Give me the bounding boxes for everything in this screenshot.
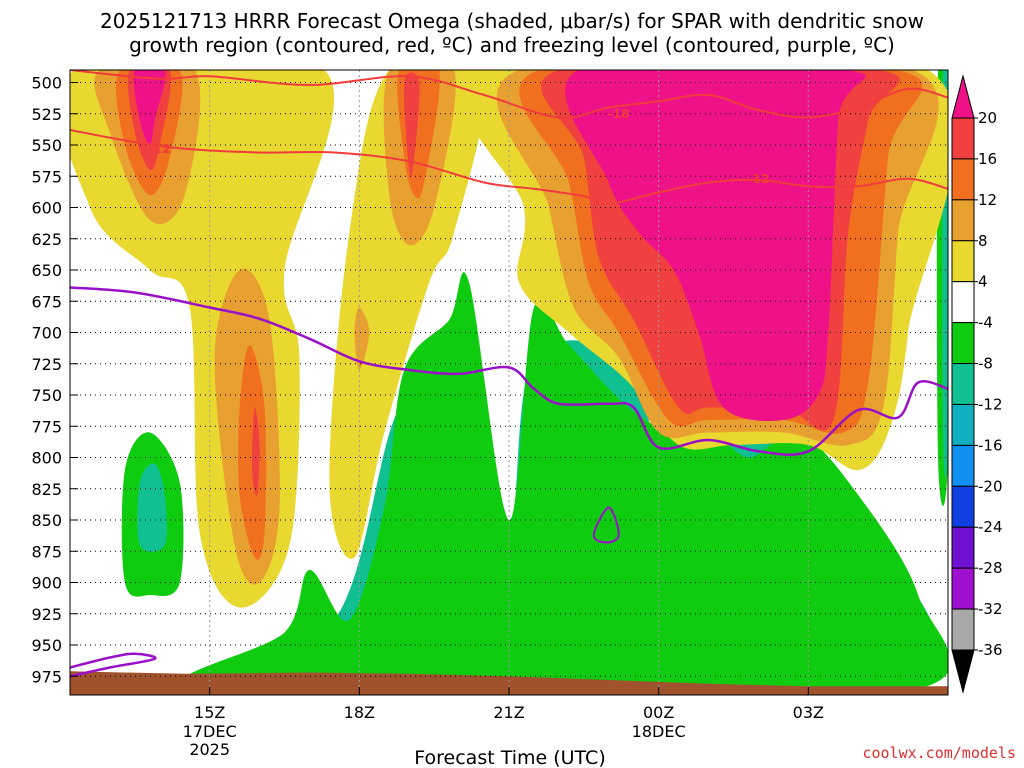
y-tick-label-750: 750 — [31, 386, 62, 405]
colorbar-box-13 — [951, 608, 975, 651]
colorbar-box-5 — [951, 281, 975, 324]
chart-title-line1: 2025121713 HRRR Forecast Omega (shaded, … — [100, 9, 924, 33]
colorbar-label-5: -4 — [978, 314, 993, 332]
contour-label-1: -12 — [149, 142, 171, 156]
y-axis: 500 525 550 575 600 625 650 675 700 725 750 775 800 8… — [31, 74, 78, 686]
colorbar-box-8 — [951, 403, 975, 446]
colorbar-box-3 — [951, 199, 975, 242]
x-tick-date-15Z: 17DEC — [183, 722, 237, 741]
y-tick-label-875: 875 — [31, 542, 62, 561]
omega-region-descent-gold-18z-small — [354, 307, 370, 370]
colorbar-label-13: -36 — [978, 641, 1003, 659]
x-tick-label-21Z: 21Z — [493, 703, 524, 722]
colorbar: 20 16 12 8 4 -4 -8 -12 -16 -20 -24 -28 -32 -36 — [951, 74, 1003, 694]
y-tick-label-650: 650 — [31, 261, 62, 280]
y-tick-label-950: 950 — [31, 636, 62, 655]
y-tick-label-925: 925 — [31, 605, 62, 624]
colorbar-label-7: -12 — [978, 395, 1003, 413]
x-tick-year-15Z: 2025 — [189, 740, 230, 759]
credit-text: coolwx.com/models — [862, 744, 1016, 762]
x-tick-date-00Z: 18DEC — [632, 722, 686, 741]
y-tick-label-975: 975 — [31, 667, 62, 686]
contours: -18 -12 -12 — [70, 70, 948, 678]
omega-region-descent-yellow-19z — [329, 70, 487, 559]
colorbar-label-11: -28 — [978, 559, 1003, 577]
colorbar-box-10 — [951, 485, 975, 528]
y-tick-label-700: 700 — [31, 324, 62, 343]
colorbar-box-2 — [951, 158, 975, 201]
omega-region-descent-red-15z — [252, 407, 260, 496]
red-contour-upper — [70, 70, 948, 119]
freezing-level-cell — [592, 506, 620, 544]
omega-region-descent-red-19z — [403, 72, 420, 176]
colorbar-box-6 — [951, 322, 975, 365]
colorbar-box-12 — [951, 567, 975, 610]
colorbar-label-12: -32 — [978, 600, 1003, 618]
colorbar-label-3: 8 — [978, 232, 988, 250]
colorbar-label-9: -20 — [978, 477, 1003, 495]
omega-region-ascent-green — [182, 272, 948, 695]
y-tick-label-825: 825 — [31, 480, 62, 499]
y-tick-label-575: 575 — [31, 167, 62, 186]
colorbar-label-8: -16 — [978, 436, 1003, 454]
omega-region-descent-magenta-main — [565, 70, 866, 421]
red-contour-lower — [70, 129, 948, 205]
y-tick-label-800: 800 — [31, 449, 62, 468]
omega-region-west-aqua-cell — [137, 463, 168, 553]
y-tick-label-775: 775 — [31, 417, 62, 436]
y-tick-label-625: 625 — [31, 230, 62, 249]
x-axis-label: Forecast Time (UTC) — [414, 747, 605, 768]
colorbar-box-11 — [951, 526, 975, 569]
colorbar-arrow-top — [951, 74, 975, 119]
y-tick-label-500: 500 — [31, 74, 62, 93]
chart-title-line2: growth region (contoured, red, ºC) and f… — [129, 33, 895, 57]
y-tick-label-525: 525 — [31, 105, 62, 124]
omega-region-descent-magenta-west — [133, 70, 166, 145]
colorbar-arrow-bottom — [951, 649, 975, 694]
y-tick-label-675: 675 — [31, 292, 62, 311]
x-tick-label-03Z: 03Z — [793, 703, 824, 722]
contour-label-0: -18 — [608, 107, 630, 121]
colorbar-box-4 — [951, 240, 975, 283]
y-tick-label-850: 850 — [31, 511, 62, 530]
contour-label-2: -12 — [748, 172, 770, 186]
x-tick-label-15Z: 15Z — [194, 703, 225, 722]
y-tick-label-550: 550 — [31, 136, 62, 155]
colorbar-label-2: 12 — [978, 191, 997, 209]
omega-region-descent-orange-15z — [238, 345, 267, 560]
colorbar-box-1 — [951, 117, 975, 160]
freezing-level-sw — [70, 652, 157, 678]
freezing-level-main — [70, 286, 948, 457]
colorbar-label-1: 16 — [978, 150, 997, 168]
colorbar-box-7 — [951, 363, 975, 405]
x-tick-label-18Z: 18Z — [344, 703, 375, 722]
x-tick-label-00Z: 00Z — [643, 703, 674, 722]
colorbar-label-10: -24 — [978, 518, 1003, 536]
colorbar-label-6: -8 — [978, 355, 993, 373]
y-tick-label-900: 900 — [31, 574, 62, 593]
y-tick-label-600: 600 — [31, 199, 62, 218]
colorbar-label-0: 20 — [978, 109, 997, 127]
colorbar-box-9 — [951, 444, 975, 487]
grid-lines — [70, 70, 948, 695]
y-tick-label-725: 725 — [31, 355, 62, 374]
ground-surface — [70, 671, 948, 695]
colorbar-label-4: 4 — [978, 273, 988, 291]
